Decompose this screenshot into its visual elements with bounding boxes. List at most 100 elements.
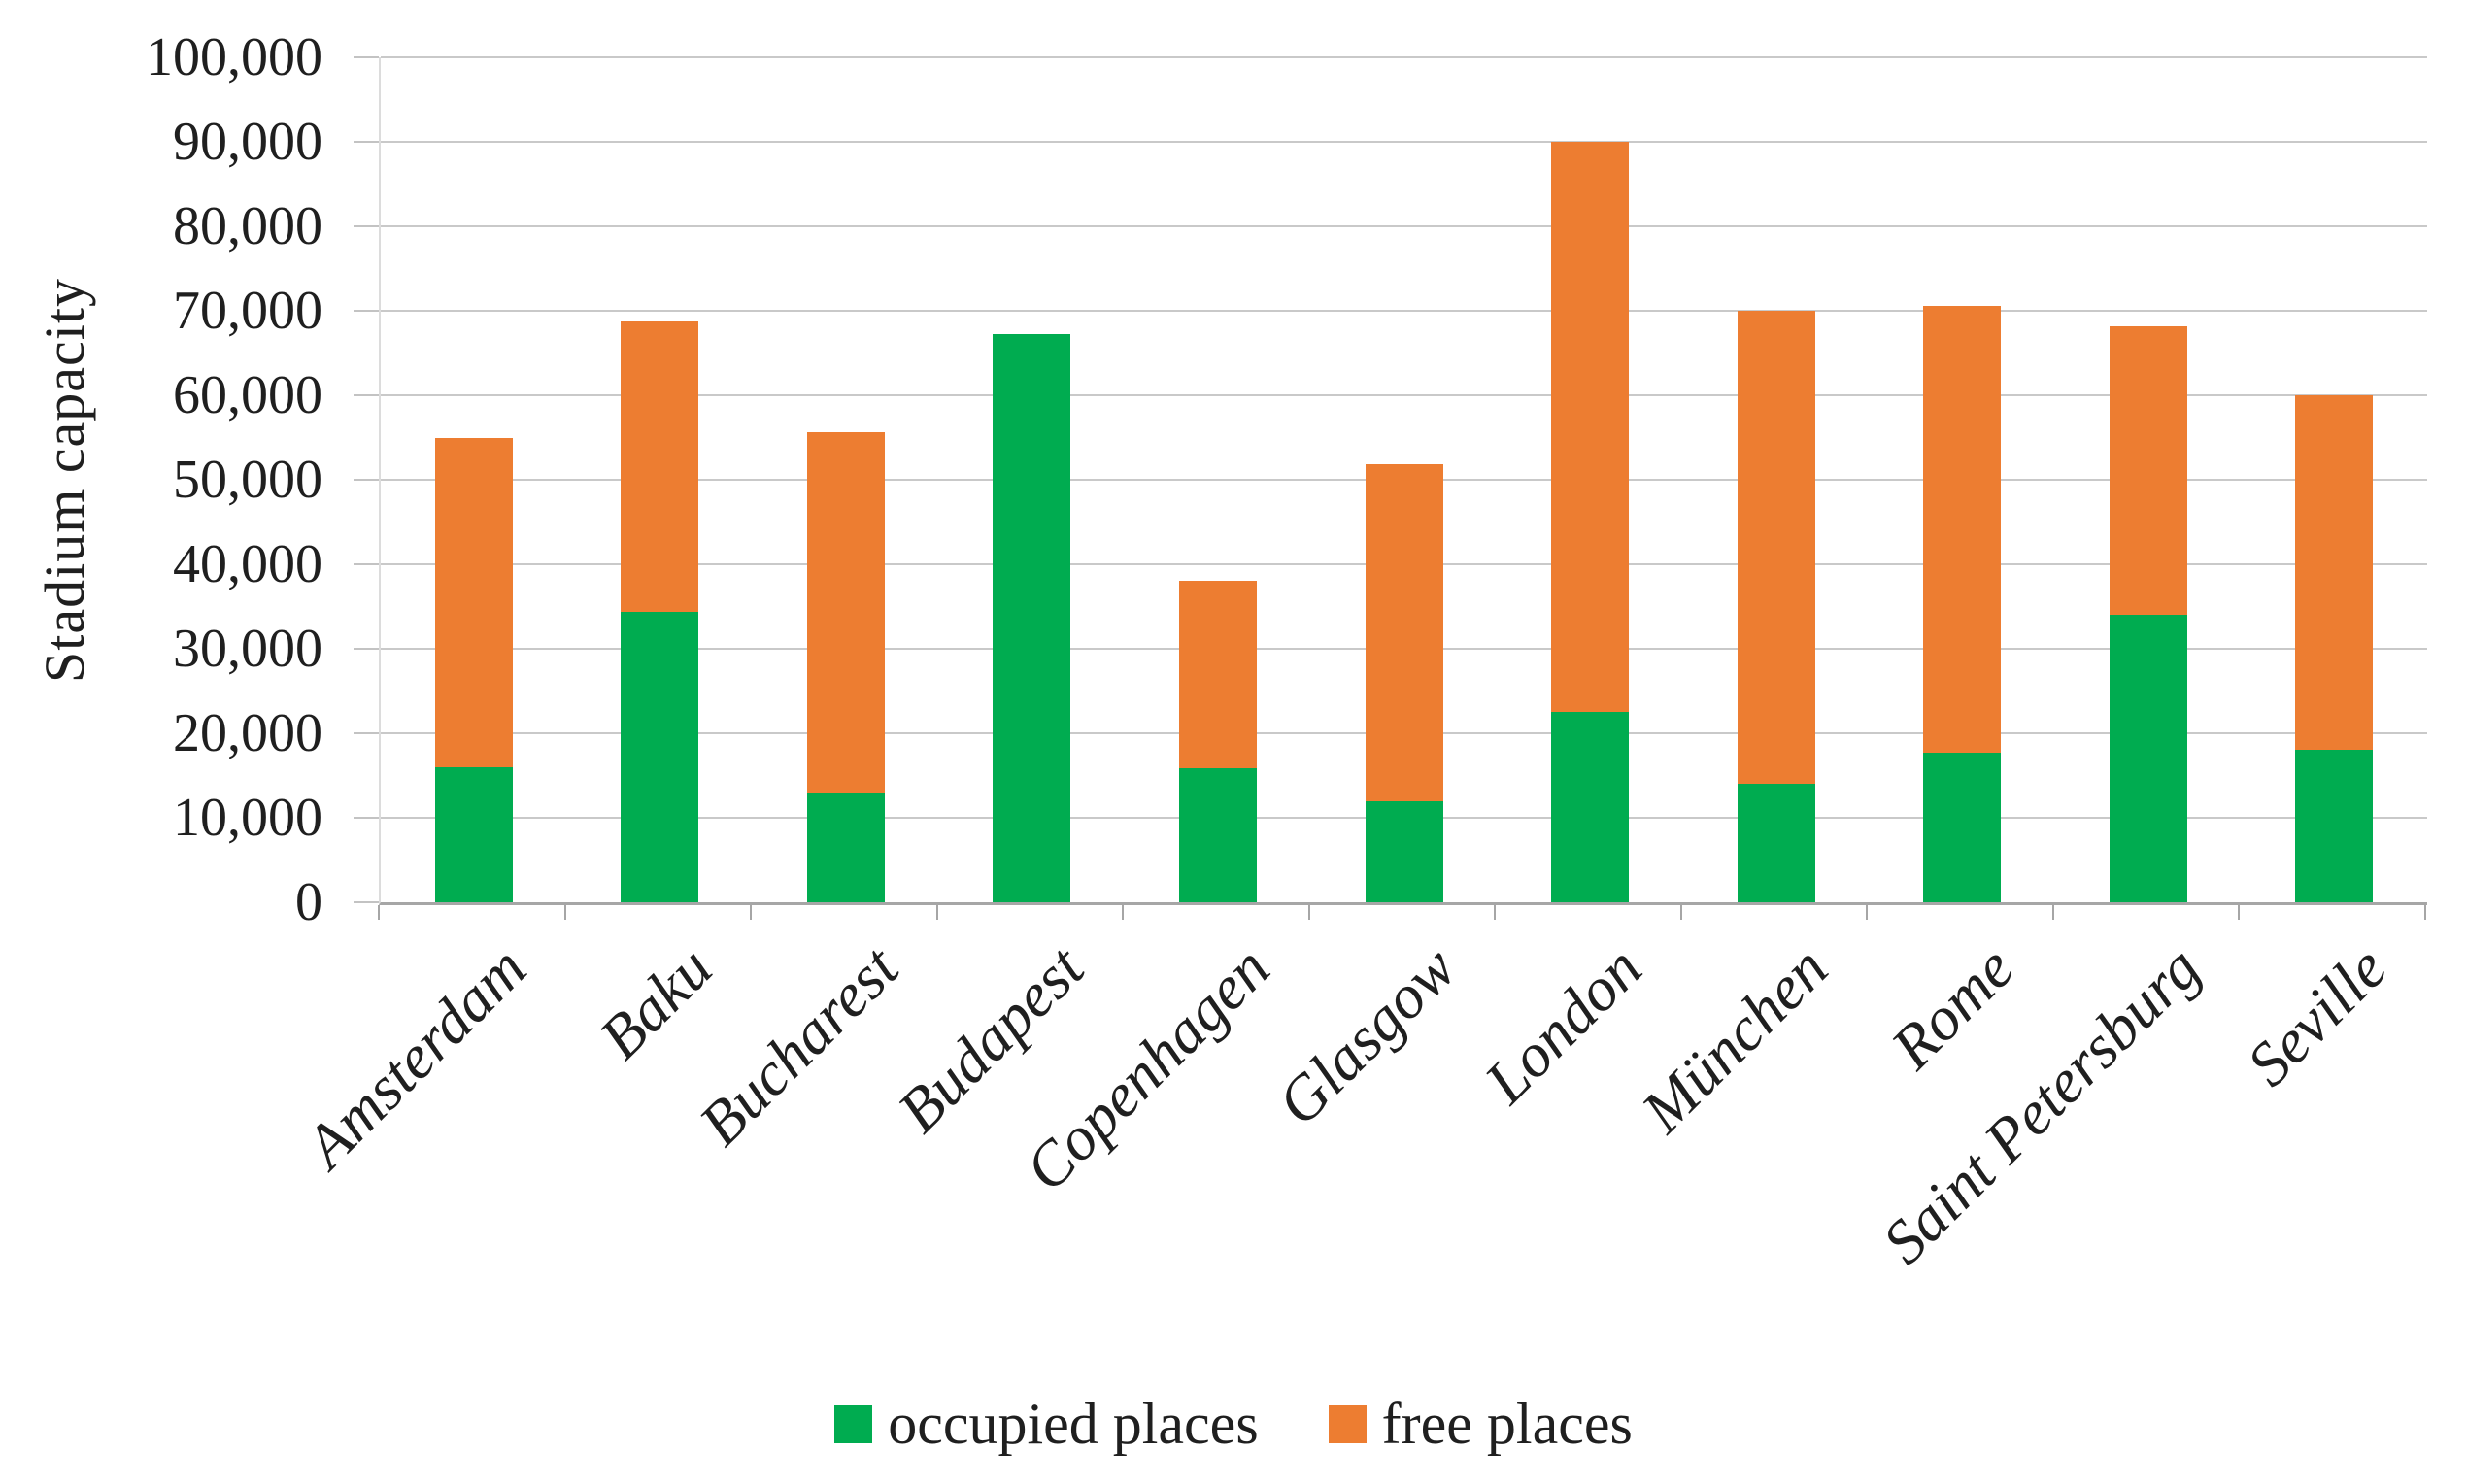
bar-segment-occupied-places	[2109, 614, 2187, 902]
x-tick-mark	[750, 905, 753, 920]
gridline	[381, 141, 2427, 143]
bar-segment-free-places	[434, 437, 513, 767]
bar-segment-occupied-places	[1551, 712, 1630, 902]
gridline	[381, 56, 2427, 58]
bar-segment-occupied-places	[2295, 750, 2374, 902]
legend-swatch-occupied-icon	[834, 1404, 873, 1443]
legend-swatch-free-icon	[1328, 1404, 1367, 1443]
y-tick-mark	[354, 141, 379, 143]
y-tick-label: 10,000	[173, 788, 322, 848]
bar-segment-free-places	[621, 321, 699, 613]
bars	[381, 57, 2427, 902]
y-tick-label: 70,000	[173, 281, 322, 341]
y-tick-mark	[354, 394, 379, 396]
y-tick-mark	[354, 225, 379, 227]
bar	[2109, 326, 2187, 902]
x-tick-mark	[1494, 905, 1497, 920]
legend-item-free: free places	[1328, 1392, 1633, 1456]
bar-segment-free-places	[806, 432, 885, 793]
bar-column-Bucharest	[753, 57, 939, 902]
legend-label-free: free places	[1381, 1392, 1633, 1456]
y-tick-label: 100,000	[146, 27, 322, 87]
y-tick-mark	[354, 732, 379, 734]
y-tick-label: 60,000	[173, 365, 322, 425]
bar	[2295, 395, 2374, 902]
y-tick-label: 90,000	[173, 112, 322, 172]
bar-segment-free-places	[1178, 580, 1257, 768]
gridline	[381, 394, 2427, 396]
y-tick-mark	[354, 648, 379, 650]
bar-segment-occupied-places	[806, 792, 885, 902]
x-tick-mark	[2051, 905, 2054, 920]
x-tick-mark	[2424, 905, 2426, 920]
bar-segment-occupied-places	[434, 766, 513, 902]
x-tick-mark	[1866, 905, 1869, 920]
bar-segment-occupied-places	[1365, 800, 1443, 902]
bar-column-Seville	[2241, 57, 2427, 902]
x-tick-mark	[563, 905, 566, 920]
x-tick-mark	[935, 905, 938, 920]
bar	[621, 321, 699, 902]
bar-column-Copenhagen	[1125, 57, 1311, 902]
x-tick-mark	[2238, 905, 2241, 920]
bar	[806, 432, 885, 902]
x-axis-label: Amsterdam	[291, 932, 539, 1181]
x-axis-labels: Amsterdam Baku Bucharest Budapest Copenhagen…	[291, 905, 2425, 1313]
y-tick-label: 20,000	[173, 703, 322, 763]
y-tick-mark	[354, 479, 379, 481]
x-axis-label: Glasgow	[1264, 932, 1470, 1138]
y-tick-mark	[354, 56, 379, 58]
bar-column-Amsterdam	[381, 57, 567, 902]
bar-segment-occupied-places	[993, 334, 1071, 902]
bar-column-Saint Petersburg	[2055, 57, 2242, 902]
legend: occupied places free places	[0, 1395, 2467, 1453]
x-axis-label: Seville	[2233, 932, 2400, 1099]
x-axis-label: Baku	[586, 932, 726, 1072]
y-tick-mark	[354, 901, 379, 903]
bar-segment-occupied-places	[621, 612, 699, 902]
bar-segment-free-places	[1737, 311, 1815, 785]
y-tick-label: 30,000	[173, 619, 322, 679]
x-axis-label: München	[1628, 932, 1842, 1146]
x-tick-mark	[378, 905, 380, 920]
x-axis-label: London	[1471, 932, 1655, 1117]
gridline	[381, 225, 2427, 227]
y-tick-label: 80,000	[173, 196, 322, 256]
bar	[993, 334, 1071, 902]
bar-segment-occupied-places	[1923, 753, 2002, 902]
y-tick-label: 40,000	[173, 534, 322, 594]
bar	[434, 437, 513, 902]
bar-segment-free-places	[1365, 463, 1443, 801]
legend-item-occupied: occupied places	[834, 1392, 1259, 1456]
x-axis-label: Saint Petersburg	[1869, 932, 2214, 1277]
bar-column-London	[1497, 57, 1683, 902]
bar-segment-free-places	[1551, 142, 1630, 713]
bar-column-München	[1683, 57, 1870, 902]
legend-label-occupied: occupied places	[888, 1392, 1259, 1456]
bar-column-Budapest	[939, 57, 1126, 902]
y-tick-mark	[354, 310, 379, 312]
y-tick-label: 50,000	[173, 450, 322, 510]
bar-column-Glasgow	[1311, 57, 1498, 902]
x-tick-mark	[1307, 905, 1310, 920]
bar-column-Rome	[1869, 57, 2055, 902]
bar	[1737, 311, 1815, 902]
gridline	[381, 310, 2427, 312]
bar-segment-occupied-places	[1737, 784, 1815, 902]
bar	[1178, 580, 1257, 902]
y-tick-label: 0	[295, 872, 322, 932]
plot-area	[379, 56, 2427, 905]
bar-segment-free-places	[2295, 395, 2374, 751]
bar	[1551, 142, 1630, 902]
x-axis-label: Rome	[1877, 932, 2028, 1082]
bar-segment-free-places	[1923, 305, 2002, 754]
x-tick-mark	[1679, 905, 1682, 920]
x-tick-mark	[1122, 905, 1125, 920]
bar-segment-free-places	[2109, 326, 2187, 615]
bar-column-Baku	[567, 57, 754, 902]
bar	[1923, 305, 2002, 902]
y-tick-mark	[354, 817, 379, 819]
bar-segment-occupied-places	[1178, 767, 1257, 902]
x-axis-label: Bucharest	[685, 932, 911, 1159]
